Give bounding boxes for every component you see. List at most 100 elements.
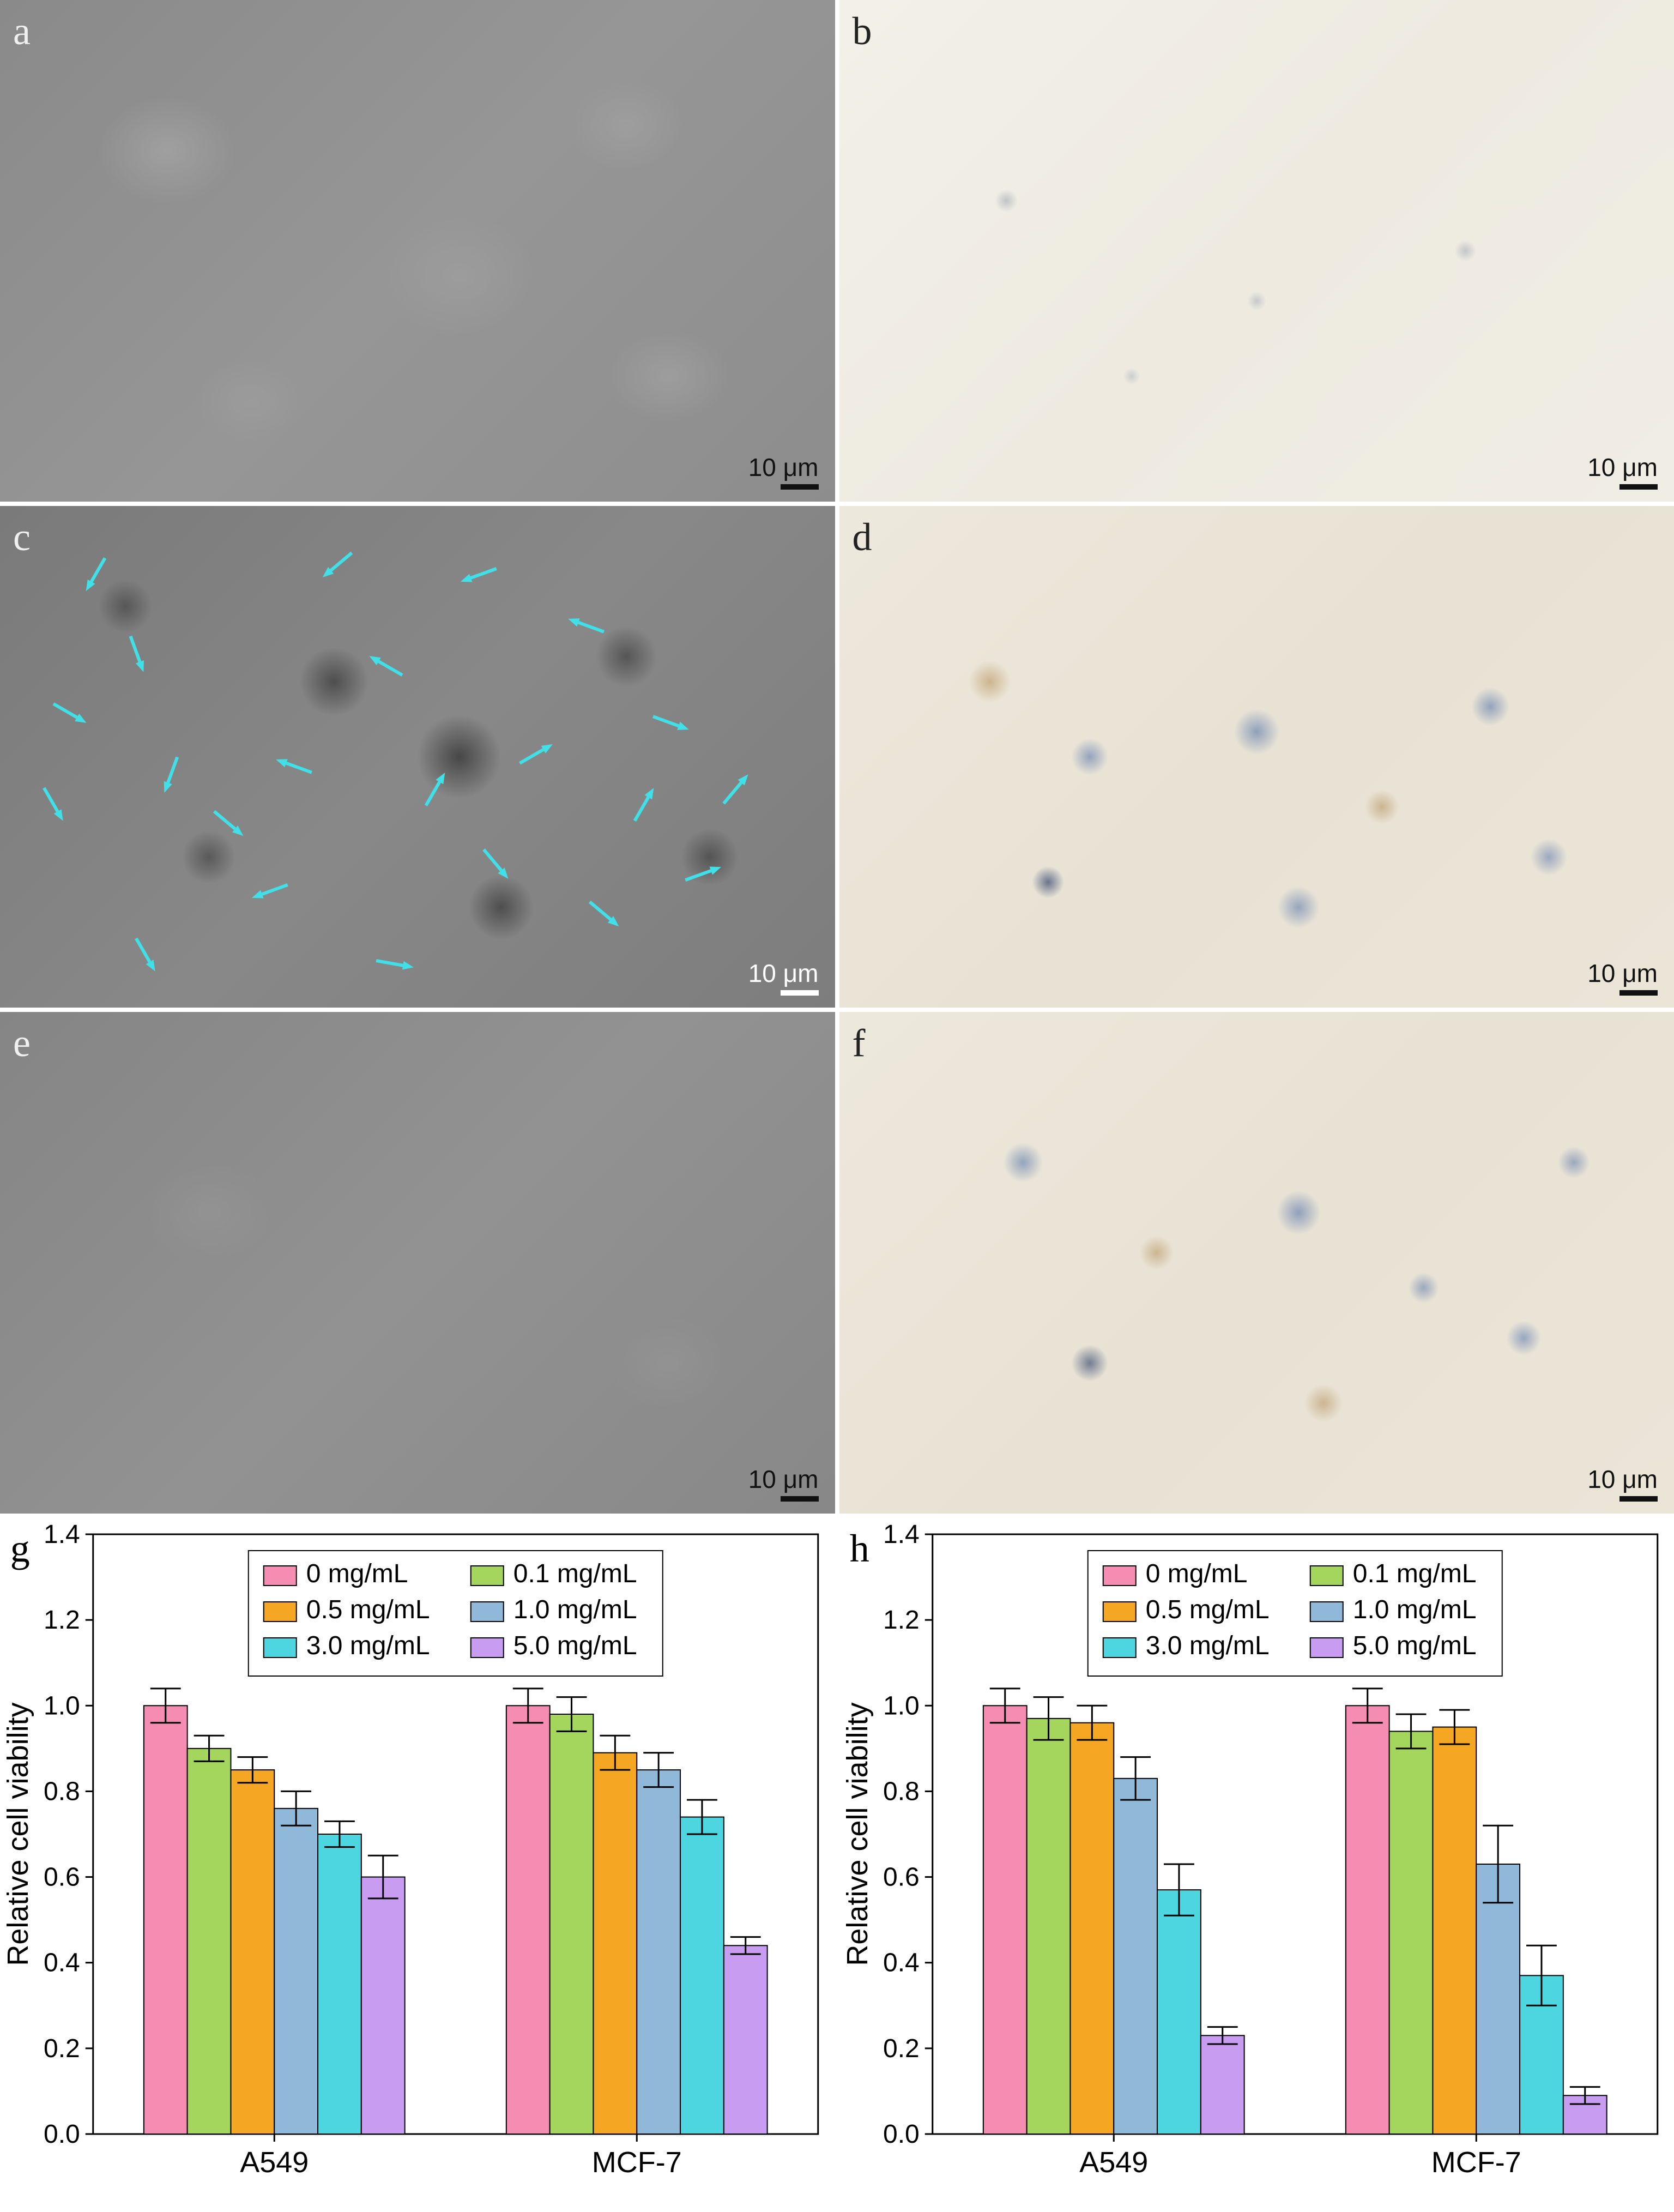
annotation-arrow [122,634,150,675]
ytick-label: 0.0 [883,2120,920,2149]
annotation-arrow [249,876,291,904]
ytick-label: 0.6 [883,1863,920,1892]
legend-swatch [264,1566,297,1586]
scalebar-line-b [1619,484,1658,490]
xlabel: A549 [240,2146,309,2179]
legend-swatch [1310,1638,1343,1658]
panel-label-h: h [849,1527,869,1570]
bar [318,1834,361,2134]
legend-label: 1.0 mg/mL [513,1595,637,1624]
scalebar-line-a [781,484,819,490]
legend-swatch [264,1602,297,1622]
bar [1114,1779,1157,2134]
ytick-label: 0.0 [44,2120,80,2149]
legend-label: 0.1 mg/mL [513,1559,637,1588]
legend-label: 0.5 mg/mL [1145,1595,1269,1624]
legend-swatch [1103,1566,1135,1586]
legend-swatch [471,1566,504,1586]
legend-swatch [471,1638,504,1658]
legend-swatch [1310,1602,1343,1622]
annotation-arrow [208,806,247,843]
annotation-arrow [49,698,89,731]
row-ef: e 10 μm f 10 μm [0,1012,1674,1514]
panel-label-f: f [853,1021,866,1066]
bar [983,1705,1026,2134]
annotation-arrow [420,769,453,810]
legend-label: 0 mg/mL [1145,1559,1247,1588]
ylabel: Relative cell viability [2,1702,34,1966]
scalebar-line-e [781,1496,819,1502]
annotation-arrow [476,845,513,884]
scalebar-line-d [1619,990,1658,996]
row-cd: c 10 μm d 10 μm [0,506,1674,1008]
bar [1157,1890,1201,2134]
panel-label-d: d [853,515,872,560]
annotation-arrow [584,897,623,933]
bar [593,1753,637,2134]
legend-label: 3.0 mg/mL [1145,1631,1269,1660]
annotation-arrow [718,770,755,809]
panel-label-a: a [13,9,31,54]
panel-h: h0.00.20.40.60.81.01.21.4Relative cell v… [839,1518,1674,2194]
scalebar-text-f: 10 μm [1587,1464,1658,1494]
ytick-label: 1.4 [883,1520,920,1549]
panel-f: f 10 μm [839,1012,1674,1514]
panel-g: g0.00.20.40.60.81.01.21.4Relative cell v… [0,1518,835,2194]
ylabel: Relative cell viability [841,1702,873,1966]
chart-h: h0.00.20.40.60.81.01.21.4Relative cell v… [839,1518,1674,2194]
xlabel: MCF-7 [592,2146,682,2179]
panel-label-g: g [10,1527,30,1570]
bar [1389,1731,1433,2134]
bar [231,1770,274,2134]
legend-swatch [1103,1638,1135,1658]
panel-label-c: c [13,515,31,560]
bar [1433,1727,1476,2134]
bar [680,1817,724,2134]
ytick-label: 1.2 [883,1606,920,1635]
ytick-label: 0.4 [883,1949,920,1978]
ytick-label: 0.2 [883,2034,920,2063]
annotation-arrow [36,785,69,825]
ytick-label: 0.8 [883,1777,920,1806]
bar [637,1770,680,2134]
annotation-arrow [155,754,183,795]
scalebar-line-f [1619,1496,1658,1502]
bar [188,1749,231,2134]
annotation-arrow [629,785,662,825]
ytick-label: 0.2 [44,2034,80,2063]
xlabel: A549 [1079,2146,1148,2179]
annotation-arrow [457,560,499,588]
bar [724,1945,767,2134]
scalebar-text-d: 10 μm [1587,959,1658,988]
scalebar-b: 10 μm [1587,453,1658,490]
ytick-label: 1.4 [44,1520,80,1549]
scalebar-a: 10 μm [748,453,819,490]
bar [506,1705,550,2134]
bar [1476,1864,1520,2134]
annotation-arrow [374,954,415,977]
legend-swatch [471,1602,504,1622]
annotation-arrow [566,610,608,638]
scalebar-f: 10 μm [1587,1464,1658,1502]
row-ab: a 10 μm b 10 μm [0,0,1674,502]
xlabel: MCF-7 [1431,2146,1521,2179]
bar [274,1809,318,2134]
scalebar-line-c [781,990,819,996]
bar [550,1714,594,2134]
panel-label-b: b [853,9,872,54]
legend-label: 5.0 mg/mL [1352,1631,1476,1660]
ytick-label: 0.6 [44,1863,80,1892]
panel-b: b 10 μm [839,0,1674,502]
annotation-arrow [128,935,161,976]
scalebar-text-c: 10 μm [748,959,819,988]
bar [1345,1705,1389,2134]
ytick-label: 0.8 [44,1777,80,1806]
bar [1200,2035,1244,2134]
ytick-label: 1.0 [44,1691,80,1720]
annotation-arrow [650,710,691,738]
arrows-layer-c [0,506,835,1008]
scalebar-c: 10 μm [748,959,819,996]
legend-swatch [1103,1602,1135,1622]
scalebar-text-a: 10 μm [748,453,819,482]
panel-a: a 10 μm [0,0,835,502]
